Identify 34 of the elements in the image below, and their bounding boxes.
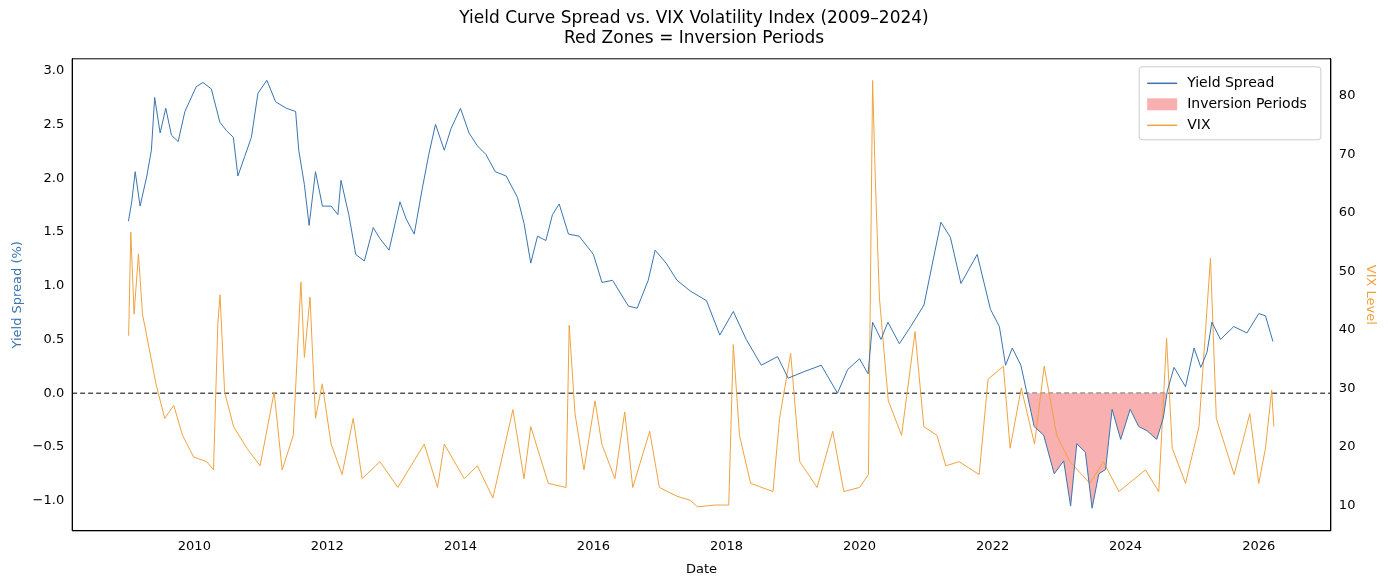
x-tick-label: 2026 xyxy=(1242,537,1276,553)
y-tick-label: 0.5 xyxy=(43,330,65,346)
y2-axis-title: VIX Level xyxy=(1363,264,1379,325)
y-tick-label: −0.5 xyxy=(32,438,65,454)
y2-tick-label: 60 xyxy=(1338,204,1356,220)
y-tick-label: −1.0 xyxy=(32,492,65,508)
x-tick-label: 2010 xyxy=(177,537,211,553)
x-tick-label: 2018 xyxy=(710,537,744,553)
x-tick-label: 2016 xyxy=(576,537,610,553)
y-tick-label: 2.5 xyxy=(43,115,65,131)
x-tick-label: 2024 xyxy=(1109,537,1143,553)
legend-label: VIX xyxy=(1187,115,1211,132)
y2-tick-label: 20 xyxy=(1338,438,1356,454)
chart-subtitle: Red Zones = Inversion Periods xyxy=(563,27,825,48)
chart-title: Yield Curve Spread vs. VIX Volatility Index (2009–2024) xyxy=(458,6,929,27)
x-tick-label: 2022 xyxy=(976,537,1010,553)
x-tick-label: 2014 xyxy=(443,537,478,553)
y-tick-label: 0.0 xyxy=(43,384,65,400)
y2-tick-label: 50 xyxy=(1338,262,1356,278)
y2-tick-label: 80 xyxy=(1338,87,1356,103)
legend-label: Yield Spread xyxy=(1186,73,1275,90)
x-axis-title: Date xyxy=(685,560,718,576)
x-tick-label: 2020 xyxy=(842,537,877,553)
legend-label: Inversion Periods xyxy=(1187,94,1307,111)
y2-tick-label: 10 xyxy=(1338,496,1356,512)
y2-tick-label: 40 xyxy=(1338,321,1356,337)
y-tick-label: 1.5 xyxy=(43,223,65,239)
y-tick-label: 2.0 xyxy=(43,169,65,185)
y-tick-label: 3.0 xyxy=(43,62,65,77)
y2-tick-label: 30 xyxy=(1338,379,1356,395)
y-axis-title: Yield Spread (%) xyxy=(9,241,25,350)
x-tick-label: 2012 xyxy=(310,537,344,553)
y-tick-label: 1.0 xyxy=(43,277,65,293)
y2-tick-label: 70 xyxy=(1338,145,1356,161)
